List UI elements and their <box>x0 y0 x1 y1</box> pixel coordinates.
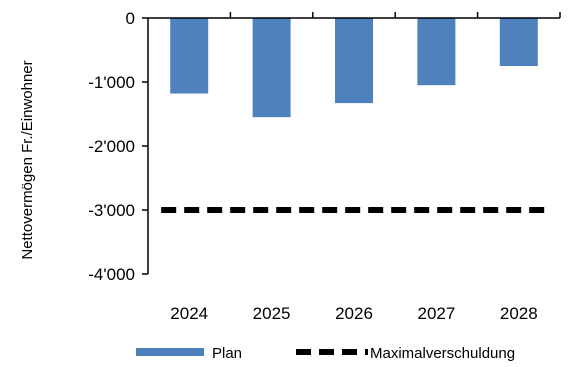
y-tick-label: 0 <box>126 9 135 28</box>
bar-2027 <box>417 18 456 86</box>
y-tick-label: -3'000 <box>88 201 135 220</box>
plot-area <box>161 18 547 213</box>
y-tick-label: -1'000 <box>88 73 135 92</box>
bar-2028 <box>499 18 538 66</box>
bar-2024 <box>170 18 209 94</box>
legend: Plan Maximalverschuldung <box>136 345 515 362</box>
y-tick-label: -4'000 <box>88 265 135 284</box>
y-axis-title: Nettovermögen Fr./Einwohner <box>19 60 36 259</box>
bar-2026 <box>335 18 373 104</box>
x-tick-label: 2027 <box>417 304 455 323</box>
x-tick-label: 2026 <box>335 304 373 323</box>
y-tick-label: -2'000 <box>88 137 135 156</box>
bar-2025 <box>252 18 291 118</box>
y-axis: 0 -1'000 -2'000 -3'000 -4'000 <box>88 9 149 284</box>
legend-label-plan: Plan <box>212 345 242 362</box>
x-tick-label: 2024 <box>170 304 208 323</box>
legend-label-maximalverschuldung: Maximalverschuldung <box>370 345 515 362</box>
legend-swatch-plan <box>136 348 204 356</box>
x-tick-label: 2028 <box>500 304 538 323</box>
x-tick-label: 2025 <box>253 304 291 323</box>
x-axis: 2024 2025 2026 2027 2028 <box>148 12 561 323</box>
